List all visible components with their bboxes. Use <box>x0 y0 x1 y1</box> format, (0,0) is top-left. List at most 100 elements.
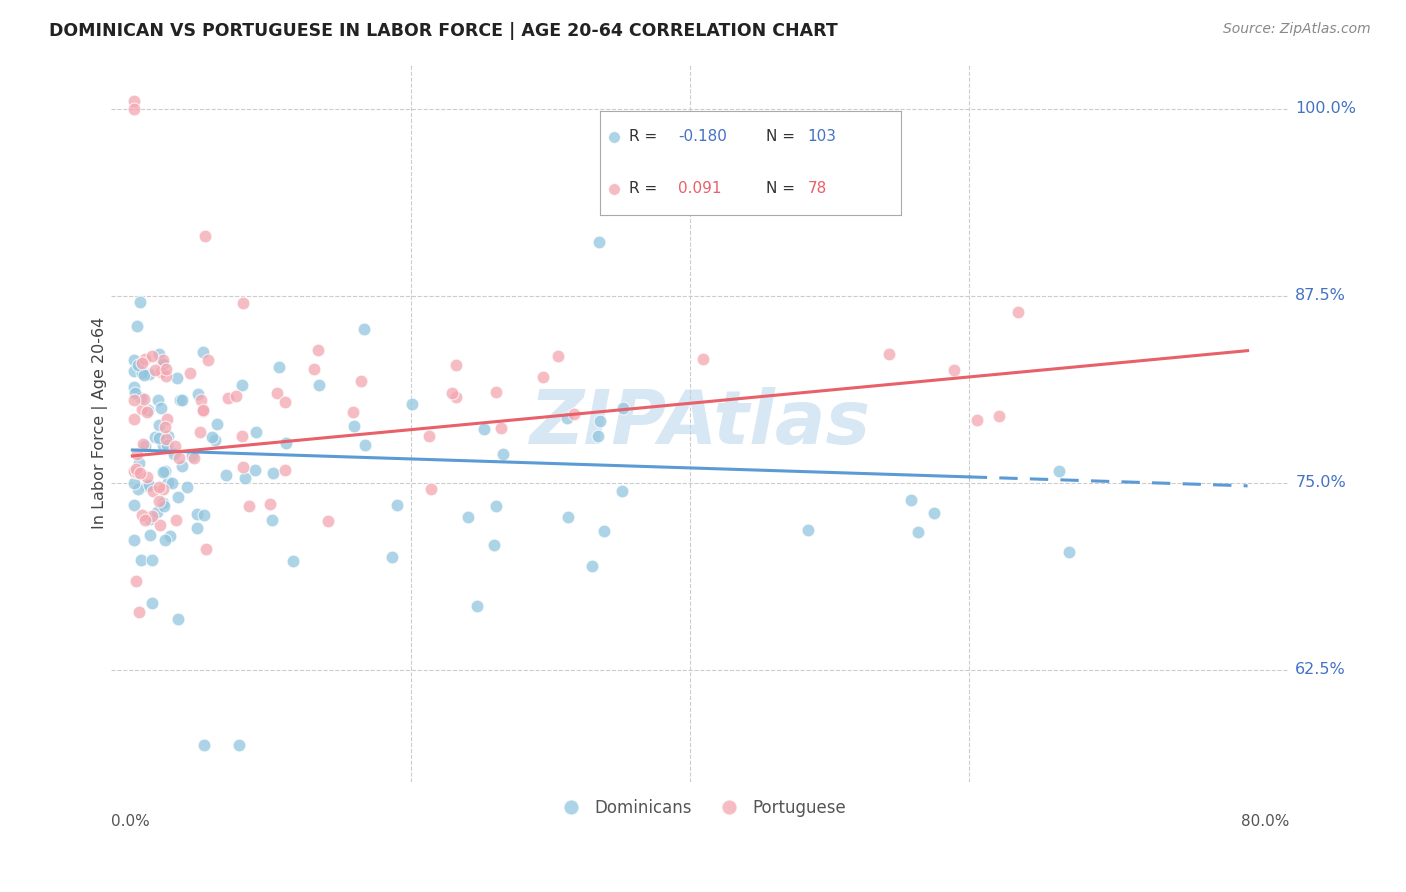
Point <box>273 394 295 409</box>
Point <box>148 347 170 361</box>
Point <box>419 482 441 496</box>
Point <box>353 322 375 336</box>
Point <box>589 414 612 428</box>
Text: ZIPAtlas: ZIPAtlas <box>530 386 870 459</box>
Point <box>169 392 191 407</box>
Point <box>262 466 284 480</box>
Point <box>588 429 610 443</box>
Point <box>148 493 170 508</box>
Point <box>354 438 377 452</box>
Point <box>129 466 152 480</box>
Point <box>1057 545 1080 559</box>
Point <box>122 533 145 548</box>
Point <box>274 436 297 450</box>
Point <box>547 349 569 363</box>
Point <box>193 403 215 417</box>
Point <box>128 605 150 619</box>
Point <box>135 405 157 419</box>
Point <box>485 384 508 399</box>
Point <box>124 465 146 479</box>
Point <box>132 392 155 406</box>
Point <box>350 374 373 388</box>
Point <box>152 496 174 510</box>
Point <box>128 456 150 470</box>
Point <box>274 463 297 477</box>
Point <box>180 449 202 463</box>
Point <box>588 235 610 249</box>
Point <box>215 468 238 483</box>
Point <box>231 377 253 392</box>
Text: DOMINICAN VS PORTUGUESE IN LABOR FORCE | AGE 20-64 CORRELATION CHART: DOMINICAN VS PORTUGUESE IN LABOR FORCE |… <box>49 22 838 40</box>
Point <box>472 422 495 436</box>
Point <box>127 482 149 496</box>
Point <box>138 368 160 382</box>
Point <box>308 378 330 392</box>
Point <box>593 524 616 539</box>
Point <box>155 361 177 376</box>
Point <box>141 597 163 611</box>
Point <box>125 574 148 588</box>
Point <box>457 510 479 524</box>
Text: 100.0%: 100.0% <box>1295 102 1357 117</box>
Point <box>152 437 174 451</box>
Point <box>191 345 214 359</box>
Point <box>159 528 181 542</box>
Point <box>170 459 193 474</box>
Point <box>907 524 929 539</box>
Point <box>141 553 163 567</box>
Point <box>187 386 209 401</box>
Point <box>238 499 260 513</box>
Point <box>194 542 217 557</box>
Point <box>143 363 166 377</box>
Point <box>186 521 208 535</box>
Text: 75.0%: 75.0% <box>1295 475 1346 491</box>
Point <box>153 499 176 513</box>
Point <box>231 429 253 443</box>
Point <box>122 392 145 407</box>
Point <box>557 509 579 524</box>
Point <box>191 404 214 418</box>
Point <box>243 463 266 477</box>
Point <box>446 358 468 372</box>
Text: 0.0%: 0.0% <box>111 814 150 830</box>
Point <box>194 229 217 244</box>
Point <box>125 462 148 476</box>
Point <box>877 347 900 361</box>
Point <box>418 429 440 443</box>
Point <box>132 437 155 451</box>
Point <box>942 363 965 377</box>
Point <box>125 318 148 333</box>
Point <box>153 464 176 478</box>
Point <box>124 386 146 401</box>
Point <box>186 508 208 522</box>
Point <box>152 357 174 371</box>
Point <box>401 397 423 411</box>
Point <box>489 421 512 435</box>
Point <box>197 353 219 368</box>
Point <box>131 356 153 370</box>
Point <box>193 508 215 522</box>
Point <box>232 296 254 310</box>
Point <box>307 343 329 358</box>
Y-axis label: In Labor Force | Age 20-64: In Labor Force | Age 20-64 <box>93 317 108 529</box>
Point <box>987 409 1010 423</box>
Point <box>260 513 283 527</box>
Point <box>233 471 256 485</box>
Point <box>132 368 155 382</box>
Point <box>141 349 163 363</box>
Point <box>385 498 408 512</box>
Point <box>581 558 603 573</box>
Point <box>134 513 156 527</box>
Point <box>165 513 187 527</box>
Point <box>217 392 239 406</box>
Point <box>610 484 633 499</box>
Point <box>166 490 188 504</box>
Point <box>149 401 172 415</box>
Point <box>232 460 254 475</box>
Point <box>122 380 145 394</box>
Point <box>122 364 145 378</box>
Point <box>153 420 176 434</box>
Point <box>141 509 163 524</box>
Point <box>193 738 215 752</box>
Point <box>465 599 488 613</box>
